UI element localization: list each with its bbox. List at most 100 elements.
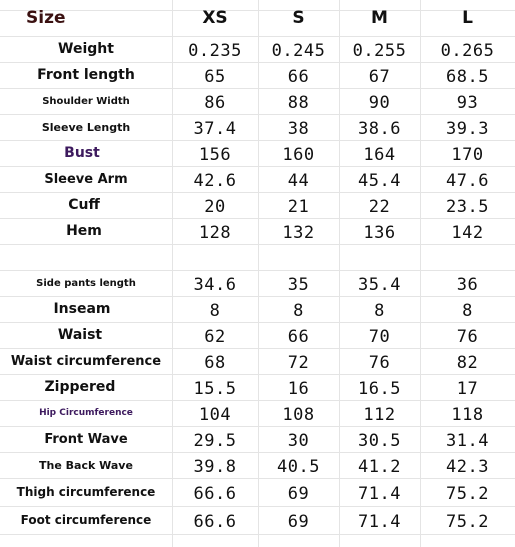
value-cell: 42.6 xyxy=(193,171,237,191)
value-cell: 69 xyxy=(287,512,310,532)
value-cell: 118 xyxy=(451,405,484,425)
size-header: Size xyxy=(26,8,66,28)
value-cell: 47.6 xyxy=(446,171,489,191)
row-divider xyxy=(0,452,515,453)
value-cell: 29.5 xyxy=(193,431,237,451)
row-label-hip-circumference: Hip Circumference xyxy=(39,408,133,418)
column-divider xyxy=(339,0,340,547)
value-cell: 0.235 xyxy=(188,41,242,61)
value-cell: 160 xyxy=(282,145,315,165)
value-cell: 88 xyxy=(287,93,310,113)
value-cell: 82 xyxy=(456,353,479,373)
value-cell: 22 xyxy=(368,197,391,217)
row-divider xyxy=(0,88,515,89)
row-label-cuff: Cuff xyxy=(68,197,100,213)
value-cell: 8 xyxy=(209,301,221,321)
value-cell: 16 xyxy=(287,379,310,399)
row-label-hem: Hem xyxy=(66,223,102,239)
value-cell: 40.5 xyxy=(277,457,320,477)
row-label-zippered: Zippered xyxy=(44,379,116,395)
row-divider xyxy=(0,348,515,349)
value-cell: 41.2 xyxy=(358,457,401,477)
row-label-thigh-circumference: Thigh circumference xyxy=(16,484,156,499)
value-cell xyxy=(339,244,420,270)
row-divider xyxy=(0,114,515,115)
value-cell: 17 xyxy=(456,379,479,399)
value-cell: 142 xyxy=(451,223,484,243)
value-cell: 71.4 xyxy=(358,484,401,504)
row-divider xyxy=(0,322,515,323)
row-label-waist: Waist xyxy=(57,327,103,343)
value-cell xyxy=(420,244,515,270)
value-cell: 76 xyxy=(456,327,479,347)
value-cell: 69 xyxy=(287,484,310,504)
value-cell: 39.3 xyxy=(446,119,489,139)
row-divider xyxy=(0,478,515,479)
value-cell: 90 xyxy=(368,93,391,113)
value-cell: 0.245 xyxy=(271,41,326,61)
row-label-waist-circumference: Waist circumference xyxy=(10,353,162,369)
value-cell: 8 xyxy=(374,301,385,321)
value-cell: 75.2 xyxy=(446,512,489,532)
row-label-sleeve-length: Sleeve Length xyxy=(41,120,131,134)
row-divider xyxy=(0,270,515,271)
value-cell: 34.6 xyxy=(193,275,237,295)
value-cell: 86 xyxy=(204,93,226,113)
value-cell: 42.3 xyxy=(446,457,489,477)
value-cell: 136 xyxy=(363,223,396,243)
value-cell: 35 xyxy=(287,275,310,295)
value-cell: 164 xyxy=(363,145,396,165)
row-divider xyxy=(0,36,515,37)
value-cell: 132 xyxy=(282,223,315,243)
value-cell: 20 xyxy=(204,197,226,217)
row-divider xyxy=(0,534,515,535)
value-cell: 65 xyxy=(204,67,226,87)
value-cell: 66 xyxy=(287,67,310,87)
value-cell: 38.6 xyxy=(358,119,401,139)
value-cell: 30.5 xyxy=(358,431,401,451)
value-cell: 8 xyxy=(293,301,304,321)
row-divider xyxy=(0,166,515,167)
row-label-bust: Bust xyxy=(64,145,100,161)
value-cell: 16.5 xyxy=(358,379,401,399)
row-label-front-length: Front length xyxy=(37,67,135,83)
row-divider xyxy=(0,244,515,245)
row-divider xyxy=(0,426,515,427)
row-divider xyxy=(0,140,515,141)
value-cell: 108 xyxy=(282,405,315,425)
column-divider xyxy=(258,0,259,547)
value-cell: 45.4 xyxy=(358,171,401,191)
value-cell: 66.6 xyxy=(193,512,237,532)
value-cell xyxy=(172,244,258,270)
row-divider xyxy=(0,10,515,11)
value-cell: 36 xyxy=(456,275,479,295)
value-cell: 62 xyxy=(204,327,226,347)
value-cell: 128 xyxy=(198,223,232,243)
row-label-sleeve-arm: Sleeve Arm xyxy=(44,171,128,187)
value-cell: 8 xyxy=(462,301,473,321)
row-divider xyxy=(0,296,515,297)
value-cell: 39.8 xyxy=(193,457,237,477)
value-cell: 68 xyxy=(204,353,226,373)
value-cell: 23.5 xyxy=(446,197,489,217)
value-cell: 72 xyxy=(287,353,310,373)
row-label-shoulder-width: Shoulder Width xyxy=(42,95,130,107)
value-cell: 66 xyxy=(287,327,310,347)
value-cell: 70 xyxy=(368,327,391,347)
value-cell: 15.5 xyxy=(193,379,237,399)
value-cell: 66.6 xyxy=(193,484,237,504)
row-label-side-pants-length: Side pants length xyxy=(36,277,136,289)
value-cell: 30 xyxy=(287,431,310,451)
row-label-weight: Weight xyxy=(58,41,114,57)
row-divider xyxy=(0,374,515,375)
value-cell: 112 xyxy=(363,405,396,425)
value-cell: 31.4 xyxy=(446,431,489,451)
value-cell: 0.265 xyxy=(440,41,495,61)
value-cell: 68.5 xyxy=(446,67,489,87)
value-cell: 75.2 xyxy=(446,484,489,504)
value-cell: 0.255 xyxy=(352,41,407,61)
size-header-l: L xyxy=(462,8,473,28)
value-cell: 21 xyxy=(287,197,310,217)
value-cell: 71.4 xyxy=(358,512,401,532)
size-header-xs: XS xyxy=(202,8,228,28)
